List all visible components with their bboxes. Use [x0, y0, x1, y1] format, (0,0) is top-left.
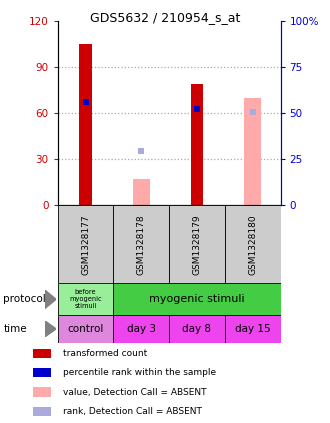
Text: GSM1328177: GSM1328177: [81, 214, 90, 275]
Text: value, Detection Call = ABSENT: value, Detection Call = ABSENT: [63, 387, 206, 397]
Polygon shape: [45, 321, 56, 337]
Bar: [225, 315, 280, 343]
Bar: [114, 283, 280, 315]
Text: GSM1328178: GSM1328178: [137, 214, 146, 275]
Text: day 3: day 3: [127, 324, 156, 334]
Polygon shape: [45, 290, 56, 309]
Bar: [169, 205, 225, 283]
Bar: [244, 98, 261, 205]
Bar: [114, 205, 169, 283]
Bar: [169, 315, 225, 343]
Text: time: time: [3, 324, 27, 334]
Text: transformed count: transformed count: [63, 349, 147, 358]
Bar: [225, 205, 280, 283]
Text: before
myogenic
stimuli: before myogenic stimuli: [69, 289, 102, 309]
Text: protocol: protocol: [3, 294, 46, 304]
Text: GSM1328179: GSM1328179: [192, 214, 202, 275]
Text: myogenic stimuli: myogenic stimuli: [149, 294, 245, 304]
Bar: [114, 315, 169, 343]
Text: rank, Detection Call = ABSENT: rank, Detection Call = ABSENT: [63, 407, 202, 416]
Bar: [191, 84, 203, 205]
Bar: [80, 44, 92, 205]
Text: percentile rank within the sample: percentile rank within the sample: [63, 368, 216, 377]
Bar: [58, 283, 114, 315]
Text: GSM1328180: GSM1328180: [248, 214, 257, 275]
Text: day 8: day 8: [182, 324, 212, 334]
Bar: [58, 205, 114, 283]
Bar: [58, 315, 114, 343]
Text: day 15: day 15: [235, 324, 271, 334]
Text: control: control: [67, 324, 104, 334]
Bar: [133, 179, 149, 205]
Text: GDS5632 / 210954_s_at: GDS5632 / 210954_s_at: [90, 11, 240, 24]
